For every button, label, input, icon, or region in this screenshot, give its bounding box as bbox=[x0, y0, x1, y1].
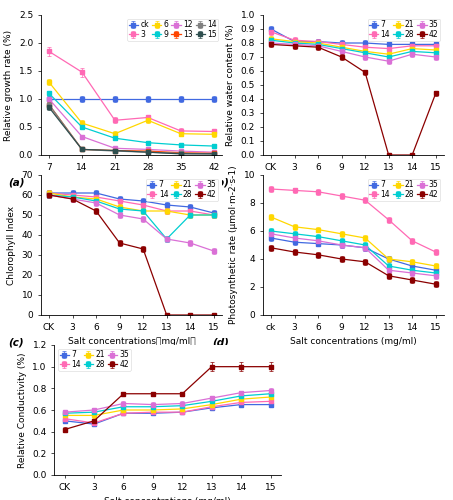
Y-axis label: Chlorophyll Index: Chlorophyll Index bbox=[7, 206, 16, 284]
Y-axis label: Relative growth rate (%): Relative growth rate (%) bbox=[4, 30, 13, 140]
X-axis label: Salt concentrations (mg/ml): Salt concentrations (mg/ml) bbox=[290, 337, 417, 346]
Legend: 7, 14, 21, 28, 35, 42: 7, 14, 21, 28, 35, 42 bbox=[146, 179, 218, 201]
Text: (b): (b) bbox=[212, 178, 229, 188]
Legend: 7, 14, 21, 28, 35, 42: 7, 14, 21, 28, 35, 42 bbox=[58, 349, 130, 370]
X-axis label: Days of treatment (d): Days of treatment (d) bbox=[82, 177, 180, 186]
Text: (c): (c) bbox=[8, 338, 24, 348]
Legend: 7, 14, 21, 28, 35, 42: 7, 14, 21, 28, 35, 42 bbox=[368, 19, 440, 40]
Text: (d): (d) bbox=[212, 338, 229, 348]
X-axis label: Salt concentrations (mg/ml): Salt concentrations (mg/ml) bbox=[104, 497, 231, 500]
Y-axis label: Relative Conductivity (%): Relative Conductivity (%) bbox=[18, 352, 27, 468]
Text: (a): (a) bbox=[8, 178, 24, 188]
X-axis label: Salt concentrations（mg/ml）: Salt concentrations（mg/ml） bbox=[289, 177, 417, 186]
Y-axis label: Photosynthetic rate (μmol·m-2·s-1): Photosynthetic rate (μmol·m-2·s-1) bbox=[229, 166, 238, 324]
X-axis label: Salt concentrations（mg/ml）: Salt concentrations（mg/ml） bbox=[67, 337, 195, 346]
Legend: 7, 14, 21, 28, 35, 42: 7, 14, 21, 28, 35, 42 bbox=[368, 179, 440, 201]
Legend: ck, 3, 6, 9, 12, 13, 14, 15: ck, 3, 6, 9, 12, 13, 14, 15 bbox=[127, 19, 218, 40]
Y-axis label: Relative water content (%): Relative water content (%) bbox=[226, 24, 235, 146]
